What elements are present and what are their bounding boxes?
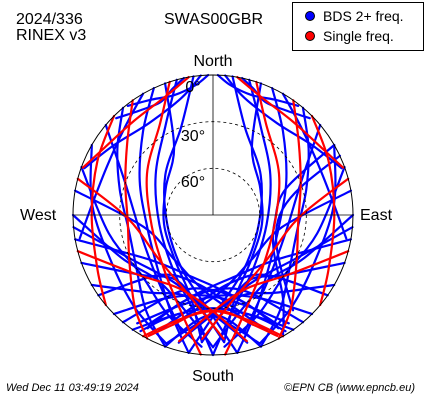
bds-track-45 (146, 287, 305, 330)
bds-track-40 (126, 74, 210, 107)
elevation-label-0: 0° (185, 79, 200, 96)
single-freq-track-7 (310, 114, 336, 307)
single-freq-track-6 (90, 114, 116, 307)
station-name: SWAS00GBR (164, 11, 263, 28)
direction-label-east: East (360, 207, 393, 224)
legend: BDS 2+ freq. Single freq. (292, 2, 424, 51)
elevation-label-60: 60° (181, 174, 205, 191)
bds-track-43 (274, 154, 341, 312)
direction-label-south: South (192, 368, 234, 385)
single-freq-track-10 (76, 177, 225, 341)
bds-track-34 (97, 273, 268, 332)
single-freq-track-2 (145, 80, 202, 356)
single-freq-track-1 (277, 99, 302, 340)
polar-grid (72, 74, 354, 356)
credit-link[interactable]: ©EPN CB (www.epncb.eu) (284, 382, 415, 394)
elevation-label-30: 30° (181, 128, 205, 145)
legend-marker-bds (305, 11, 315, 21)
single-freq-track-0 (124, 99, 149, 340)
bds-track-27 (224, 74, 343, 170)
date-code: 2024/336 (16, 11, 83, 28)
single-freq-track-13 (236, 76, 345, 169)
bds-track-38 (115, 77, 185, 120)
direction-label-north: North (193, 53, 232, 70)
rinex-version: RINEX v3 (16, 27, 87, 44)
single-freq-track-4 (76, 250, 248, 343)
single-freq-track-9 (147, 309, 285, 338)
bds-track-35 (158, 273, 329, 332)
bds-track-39 (241, 77, 311, 120)
generation-timestamp: Wed Dec 11 03:49:19 2024 (6, 382, 139, 394)
bds-track-26 (83, 74, 202, 170)
legend-label-bds: BDS 2+ freq. (323, 8, 404, 24)
single-freq-track-12 (81, 76, 190, 169)
bds-track-20 (112, 294, 290, 325)
legend-marker-single (305, 31, 315, 41)
single-freq-track-5 (178, 250, 350, 343)
legend-label-single: Single freq. (323, 28, 394, 44)
satellite-tracks (71, 74, 355, 357)
bds-track-47 (165, 314, 262, 348)
bds-track-21 (136, 294, 314, 325)
bds-track-41 (216, 74, 300, 107)
direction-label-west: West (20, 207, 57, 224)
single-freq-track-11 (201, 177, 350, 341)
single-freq-track-3 (224, 80, 281, 356)
